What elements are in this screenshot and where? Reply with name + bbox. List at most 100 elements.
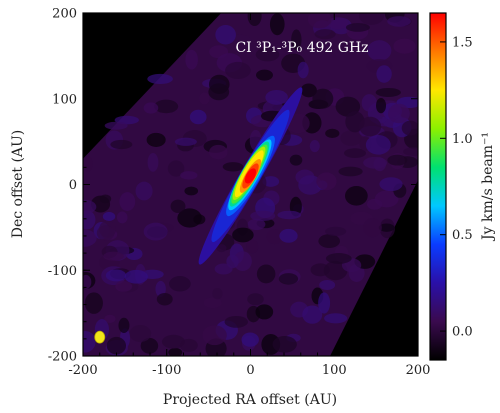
noise-blob: [193, 214, 206, 225]
noise-blob: [277, 210, 302, 220]
noise-blob: [102, 211, 116, 222]
noise-blob: [241, 332, 259, 347]
noise-blob: [203, 297, 222, 309]
noise-blob: [289, 154, 303, 166]
noise-blob: [302, 305, 323, 324]
colorbar-label: Jy km/s beam⁻¹: [480, 132, 496, 242]
noise-blob: [147, 153, 159, 172]
noise-blob: [83, 229, 97, 247]
colorbar: 0.0 0.5 1.0 1.5 Jy km/s beam⁻¹: [429, 12, 496, 361]
noise-blob: [140, 337, 159, 354]
noise-blob: [376, 97, 387, 114]
noise-blob: [387, 154, 408, 166]
noise-blob: [269, 13, 285, 36]
noise-blob: [319, 279, 336, 290]
noise-blob: [312, 88, 334, 109]
colorbar-tick-label: 0.5: [452, 228, 473, 243]
colorbar-tick-label: 1.5: [452, 35, 473, 50]
noise-blob: [300, 83, 317, 98]
x-tick-label: 200: [406, 363, 431, 378]
noise-blob: [325, 128, 340, 138]
noise-blob: [124, 269, 148, 284]
noise-blob: [84, 292, 103, 314]
noise-blob: [155, 280, 166, 297]
noise-blob: [403, 147, 418, 156]
noise-blob: [401, 120, 418, 136]
noise-blob: [215, 24, 236, 45]
noise-blob: [344, 186, 368, 206]
noise-blob: [255, 47, 280, 62]
noise-blob: [115, 281, 133, 292]
noise-blob: [316, 172, 337, 191]
y-tick-label: -200: [48, 350, 77, 365]
x-tick-label: -200: [68, 363, 97, 378]
noise-blob: [224, 315, 248, 328]
noise-blob: [265, 89, 288, 105]
noise-blob: [170, 199, 186, 214]
noise-blob: [366, 198, 383, 210]
noise-blob: [83, 199, 97, 215]
beam-ellipse: [94, 330, 106, 344]
noise-blob: [325, 226, 347, 237]
noise-blob: [387, 16, 411, 27]
noise-blob: [379, 177, 403, 192]
emission-contour: [244, 168, 257, 184]
noise-blob: [318, 234, 340, 249]
noise-blob: [309, 140, 320, 153]
noise-blob: [325, 253, 352, 264]
x-axis: -200 -100 0 100 200: [68, 13, 430, 378]
noise-blob: [255, 304, 274, 320]
noise-blob: [367, 40, 392, 61]
noise-blob: [169, 276, 191, 292]
noise-blob: [376, 65, 392, 83]
noise-blob: [340, 130, 362, 146]
colorbar-fill: [430, 13, 446, 360]
colorbar-frame: [429, 12, 447, 361]
noise-blob: [318, 292, 331, 314]
noise-blob: [345, 23, 370, 32]
noise-blob: [225, 61, 251, 80]
noise-blob: [83, 210, 96, 230]
noise-blob: [208, 83, 230, 101]
noise-blob: [209, 144, 228, 160]
noise-blob: [247, 13, 262, 27]
x-tick-label: -100: [152, 363, 181, 378]
noise-blob: [279, 228, 298, 243]
noise-blob: [262, 176, 280, 187]
noise-blob: [154, 99, 179, 114]
colorbar-tick-label: 0.0: [452, 325, 473, 340]
noise-blob: [118, 317, 130, 334]
noise-blob: [222, 162, 244, 172]
noise-blob: [378, 223, 395, 232]
noise-blob: [179, 338, 198, 352]
y-axis-title: Dec offset (AU): [10, 130, 26, 239]
noise-blob: [338, 166, 363, 177]
noise-blob: [327, 17, 349, 30]
noise-blob: [110, 139, 133, 150]
colorbar-ticks: 0.0 0.5 1.0 1.5: [440, 35, 473, 340]
noise-blob: [307, 13, 332, 29]
noise-blob: [96, 225, 115, 241]
noise-blob: [143, 102, 159, 114]
noise-blob: [278, 273, 299, 285]
noise-blob: [216, 244, 227, 253]
noise-blob: [298, 175, 323, 195]
noise-blob: [363, 217, 382, 238]
noise-blob: [146, 132, 166, 147]
noise-blob: [180, 171, 198, 180]
colorbar-tick-label: 1.0: [452, 132, 473, 147]
noise-blob: [232, 227, 254, 243]
noise-blob: [247, 293, 264, 306]
map-panel: CI ³P₁-³P₀ 492 GHz -200 -100 0 100 200 -200-…: [48, 7, 431, 379]
noise-blob: [256, 264, 276, 284]
y-tick-label: 100: [52, 92, 77, 107]
noise-blob: [83, 330, 96, 353]
noise-blob: [174, 137, 197, 146]
noise-blob: [83, 274, 92, 290]
noise-blob: [365, 135, 391, 155]
noise-blob: [83, 156, 93, 172]
noise-blob: [184, 186, 199, 196]
noise-blob: [104, 121, 128, 130]
noise-blob: [199, 92, 210, 105]
noise-blob: [272, 335, 297, 353]
